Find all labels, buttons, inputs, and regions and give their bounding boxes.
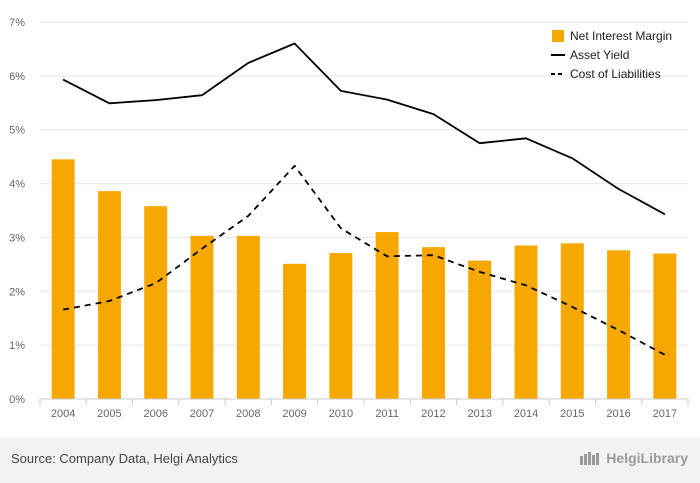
brand-logo: HelgiLibrary: [579, 450, 688, 466]
bar-2005: [97, 191, 121, 399]
bar-2010: [329, 253, 353, 399]
x-tick-label: 2009: [282, 408, 306, 420]
x-tick-label: 2006: [143, 408, 167, 420]
y-tick-label: 7%: [9, 17, 25, 29]
x-axis: 2004 2005 2006 2007 2008 2009 2010 2011 2012 2013…: [39, 398, 689, 420]
x-tick-label: 2016: [606, 408, 630, 420]
y-tick-label: 3%: [9, 232, 25, 244]
legend-swatch-net-interest-margin: [552, 30, 564, 42]
source-note: Source: Company Data, Helgi Analytics: [11, 451, 238, 466]
y-tick-label: 5%: [9, 125, 25, 137]
x-tick-label: 2017: [653, 408, 677, 420]
x-tick-label: 2013: [467, 408, 491, 420]
bar-2004: [51, 159, 75, 399]
bar-2008: [236, 235, 260, 399]
y-tick-label: 1%: [9, 340, 25, 352]
x-tick-label: 2014: [514, 408, 538, 420]
brand-name: HelgiLibrary: [606, 450, 688, 466]
x-tick-label: 2004: [51, 408, 75, 420]
x-tick-label: 2008: [236, 408, 260, 420]
combo-chart: 0%1%2%3%4%5%6%7% 2004 2005 2006 2007 2008 200…: [9, 17, 689, 420]
y-tick-label: 0%: [9, 394, 25, 406]
y-tick-label: 4%: [9, 179, 25, 191]
bar-2007: [190, 235, 214, 399]
bar-2012: [421, 247, 445, 399]
x-tick-label: 2005: [97, 408, 121, 420]
legend-label: Net Interest Margin: [570, 29, 672, 43]
x-tick-label: 2010: [329, 408, 353, 420]
bar-2009: [283, 263, 307, 399]
library-icon: [580, 452, 600, 465]
y-tick-label: 6%: [9, 71, 25, 83]
x-tick-label: 2011: [375, 408, 399, 420]
line-asset-yield: [62, 42, 666, 216]
bars-net-interest-margin: [51, 159, 677, 399]
x-tick-label: 2012: [421, 408, 445, 420]
bar-2014: [514, 245, 538, 399]
x-tick-label: 2015: [560, 408, 584, 420]
bar-2016: [607, 250, 631, 399]
lines: [62, 42, 666, 356]
y-tick-label: 2%: [9, 286, 25, 298]
bar-2015: [560, 243, 584, 399]
bar-2006: [144, 206, 168, 399]
footer: Source: Company Data, Helgi Analytics He…: [0, 438, 700, 483]
bar-2017: [653, 253, 677, 399]
x-tick-label: 2007: [190, 408, 214, 420]
legend: Net Interest Margin Asset Yield Cost of Li…: [551, 29, 672, 81]
bar-2013: [468, 260, 492, 399]
line-cost-of-liabilities: [62, 164, 666, 356]
bar-2011: [375, 232, 399, 399]
legend-label: Asset Yield: [570, 48, 629, 62]
legend-label: Cost of Liabilities: [570, 67, 661, 81]
y-axis-ticks: 0% 1% 2% 3% 4% 5% 6% 7%: [9, 17, 25, 406]
